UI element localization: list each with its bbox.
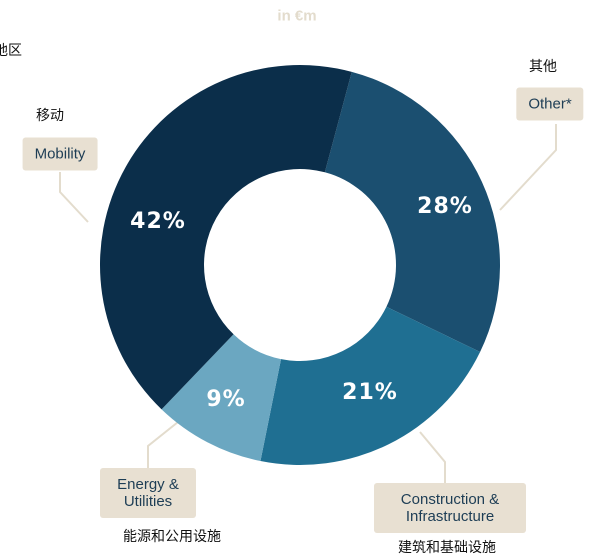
donut-segment xyxy=(324,71,500,353)
category-label: Energy & Utilities xyxy=(100,468,196,518)
category-label: Other* xyxy=(516,87,584,121)
donut-segment xyxy=(99,64,352,410)
category-label: Mobility xyxy=(22,137,98,171)
data-label: 9% xyxy=(206,387,245,412)
leader-line xyxy=(419,431,446,484)
donut-segment xyxy=(260,306,481,465)
leader-line xyxy=(147,421,179,468)
category-translation: 建筑和基础设施 xyxy=(398,539,496,555)
subtitle: in €m xyxy=(277,7,317,25)
category-translation: 移动 xyxy=(36,107,64,123)
category-translation: 其他 xyxy=(529,58,557,74)
region-label: 地区 xyxy=(0,42,22,58)
leader-lines xyxy=(59,124,557,484)
data-label: 42% xyxy=(130,209,186,234)
leader-line xyxy=(59,172,89,223)
donut-segment xyxy=(161,334,282,462)
data-label: 28% xyxy=(417,194,473,219)
leader-line xyxy=(499,124,557,211)
data-label: 21% xyxy=(342,380,398,405)
category-label: Construction & Infrastructure xyxy=(374,483,526,533)
category-translation: 能源和公用设施 xyxy=(123,528,221,544)
